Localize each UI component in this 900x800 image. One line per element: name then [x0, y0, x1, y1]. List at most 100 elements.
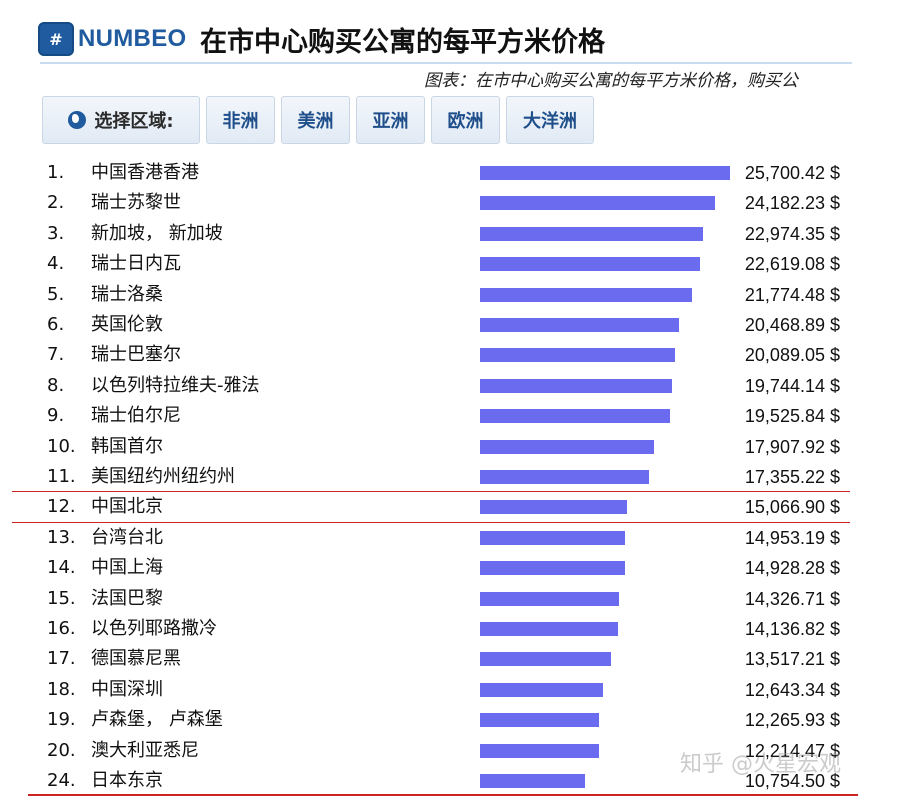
chart-row[interactable]: 4. 瑞士日内瓦 22,619.08 $ [0, 249, 900, 279]
rank-label: 15. [47, 587, 76, 609]
city-label: 日本东京 [91, 770, 163, 791]
value-label: 24,182.23 $ [744, 193, 840, 214]
city-label: 中国上海 [91, 557, 163, 579]
chart-row[interactable]: 17. 德国慕尼黑 13,517.21 $ [0, 644, 900, 674]
value-label: 12,265.93 $ [744, 710, 840, 731]
value-bar [480, 226, 704, 241]
bottom-highlight-rule [28, 794, 858, 796]
city-label: 中国北京 [91, 496, 163, 518]
rank-label: 4. [47, 253, 65, 275]
value-bar [480, 409, 670, 424]
value-label: 14,136.82 $ [744, 619, 840, 639]
value-bar [480, 530, 626, 545]
region-button-africa[interactable]: 非洲 [206, 96, 275, 144]
rank-label: 3. [47, 222, 65, 244]
value-bar [480, 652, 612, 667]
chart-row[interactable]: 1. 中国香港香港 25,700.42 $ [0, 158, 900, 188]
rank-label: 12. [47, 496, 76, 518]
rank-label: 8. [47, 374, 65, 396]
chart-row[interactable]: 9. 瑞士伯尔尼 19,525.84 $ [0, 401, 900, 431]
value-bar [480, 348, 676, 363]
city-label: 韩国首尔 [91, 435, 163, 457]
city-label: 新加坡， 新加坡 [91, 222, 223, 244]
value-label: 14,928.28 $ [744, 558, 840, 579]
chart-row[interactable]: 2. 瑞士苏黎世 24,182.23 $ [0, 188, 900, 218]
region-selector-label: 选择区域: [42, 96, 200, 144]
value-label: 25,700.42 $ [744, 163, 840, 183]
value-bar [480, 682, 603, 697]
highlight-rule-top [12, 491, 850, 493]
rank-label: 5. [47, 283, 65, 305]
city-label: 中国深圳 [91, 678, 163, 700]
chart-row[interactable]: 20. 澳大利亚悉尼 12,214.47 $ [0, 736, 900, 766]
chart-row[interactable]: 18. 中国深圳 12,643.34 $ [0, 675, 900, 705]
rank-label: 9. [47, 405, 65, 427]
value-label: 22,974.35 $ [744, 223, 840, 244]
chart-row[interactable]: 24. 日本东京 10,754.50 $ [0, 766, 900, 796]
header: # NUMBEO 在市中心购买公寓的每平方米价格 [38, 18, 858, 62]
value-bar [480, 561, 626, 576]
value-bar [480, 743, 599, 758]
rank-label: 17. [47, 648, 76, 670]
value-label: 21,774.48 $ [744, 284, 840, 305]
chart-row[interactable]: 7. 瑞士巴塞尔 20,089.05 $ [0, 340, 900, 370]
chart-row[interactable]: 19. 卢森堡， 卢森堡 12,265.93 $ [0, 705, 900, 735]
value-label: 17,907.92 $ [744, 436, 840, 457]
value-label: 20,468.89 $ [744, 315, 840, 335]
chart-row[interactable]: 11. 美国纽约州纽约州 17,355.22 $ [0, 462, 900, 492]
value-label: 13,517.21 $ [744, 649, 840, 670]
value-bar [480, 318, 680, 332]
chart-row[interactable]: 6. 英国伦敦 20,468.89 $ [0, 310, 900, 340]
city-label: 瑞士日内瓦 [91, 253, 181, 275]
city-label: 以色列耶路撒冷 [91, 618, 217, 639]
region-selector: 选择区域: 非洲 美洲 亚洲 欧洲 大洋洲 [42, 96, 600, 144]
region-label-text: 选择区域: [94, 111, 174, 132]
city-label: 瑞士伯尔尼 [91, 405, 181, 427]
value-bar [480, 257, 701, 272]
logo-text: NUMBEO [78, 25, 187, 52]
rank-label: 14. [47, 557, 76, 579]
chart-subtitle: 图表：在市中心购买公寓的每平方米价格，购买公 [424, 71, 798, 90]
rank-label: 1. [47, 162, 65, 183]
city-label: 卢森堡， 卢森堡 [91, 709, 223, 731]
city-label: 瑞士巴塞尔 [91, 344, 181, 366]
chart-row[interactable]: 16. 以色列耶路撒冷 14,136.82 $ [0, 614, 900, 644]
value-bar [480, 591, 620, 606]
region-button-oceania[interactable]: 大洋洲 [506, 96, 594, 144]
value-label: 14,326.71 $ [744, 588, 840, 609]
chart-row[interactable]: 3. 新加坡， 新加坡 22,974.35 $ [0, 219, 900, 249]
value-bar [480, 622, 618, 636]
region-button-americas[interactable]: 美洲 [281, 96, 350, 144]
rank-label: 24. [47, 770, 76, 791]
region-button-europe[interactable]: 欧洲 [431, 96, 500, 144]
rank-label: 7. [47, 344, 65, 366]
chart-row[interactable]: 13. 台湾台北 14,953.19 $ [0, 523, 900, 553]
chart-row[interactable]: 5. 瑞士洛桑 21,774.48 $ [0, 280, 900, 310]
region-button-asia[interactable]: 亚洲 [356, 96, 425, 144]
value-label: 12,214.47 $ [744, 740, 840, 761]
chart-row[interactable]: 8. 以色列特拉维夫-雅法 19,744.14 $ [0, 371, 900, 401]
value-bar [480, 439, 655, 454]
rank-label: 6. [47, 314, 65, 335]
city-label: 以色列特拉维夫-雅法 [91, 374, 260, 396]
chart-row[interactable]: 10. 韩国首尔 17,907.92 $ [0, 432, 900, 462]
numbeo-logo[interactable]: # NUMBEO [38, 22, 186, 56]
value-label: 20,089.05 $ [744, 345, 840, 366]
city-label: 美国纽约州纽约州 [91, 466, 235, 487]
rank-label: 13. [47, 526, 76, 548]
chart-row[interactable]: 15. 法国巴黎 14,326.71 $ [0, 584, 900, 614]
value-bar [480, 470, 649, 484]
city-label: 澳大利亚悉尼 [91, 739, 199, 761]
city-label: 英国伦敦 [91, 314, 163, 335]
numbeo-logo-icon: # [38, 22, 74, 56]
chart-row[interactable]: 14. 中国上海 14,928.28 $ [0, 553, 900, 583]
rank-label: 20. [47, 739, 76, 761]
rank-label: 18. [47, 678, 76, 700]
city-label: 德国慕尼黑 [91, 648, 181, 670]
value-label: 15,066.90 $ [744, 497, 840, 518]
value-label: 14,953.19 $ [744, 527, 840, 548]
highlight-rule-bottom [12, 521, 850, 523]
chart-row[interactable]: 12. 中国北京 15,066.90 $ [0, 492, 900, 522]
rank-label: 11. [47, 466, 76, 487]
